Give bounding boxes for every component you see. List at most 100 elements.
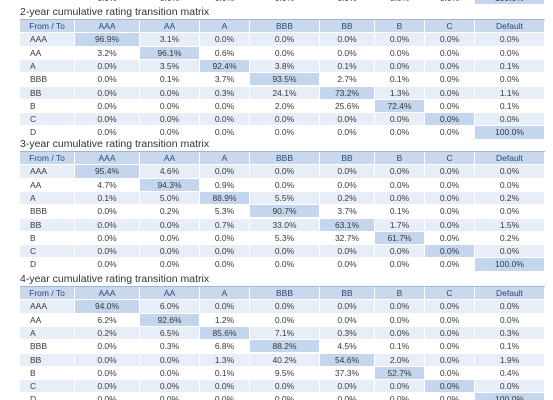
column-header: AAA xyxy=(75,287,140,301)
cell: 2.0% xyxy=(375,353,425,367)
cell: 100.0% xyxy=(475,126,545,140)
cell: 0.0% xyxy=(200,258,250,272)
cell: 0.0% xyxy=(75,393,140,400)
cell: 0.1% xyxy=(375,205,425,219)
column-header: A xyxy=(200,152,250,166)
cell: 100.0% xyxy=(475,393,545,400)
row-label: D xyxy=(20,126,75,140)
cell: 0.0% xyxy=(200,245,250,259)
cell: 1.3% xyxy=(200,353,250,367)
cell: 9.5% xyxy=(250,366,320,381)
table-title: 4-year cumulative rating transition matr… xyxy=(20,272,545,287)
cell: 61.7% xyxy=(375,231,425,246)
cell: 0.0% xyxy=(375,126,425,140)
cell: 0.0% xyxy=(425,99,475,114)
cell: 1.2% xyxy=(200,313,250,327)
column-header: BB xyxy=(320,152,375,166)
cell: 0.0% xyxy=(475,205,545,219)
cell: 40.2% xyxy=(250,353,320,367)
cell: 0.0% xyxy=(425,340,475,354)
cell: 0.0% xyxy=(475,245,545,259)
cell: 0.0% xyxy=(375,300,425,314)
cell: 0.0% xyxy=(375,326,425,341)
cell: 1.7% xyxy=(375,218,425,232)
cell: 0.0% xyxy=(140,258,200,272)
cell: 0.0% xyxy=(375,33,425,47)
cell: 0.0% xyxy=(140,245,200,259)
cell: 0.1% xyxy=(475,59,545,74)
column-header: BBB xyxy=(250,20,320,34)
row-label: AA xyxy=(20,46,75,60)
row-label: AAA xyxy=(20,33,75,47)
table-title: 3-year cumulative rating transition matr… xyxy=(20,137,545,152)
cell: 3.7% xyxy=(200,73,250,87)
cell: 0.0% xyxy=(375,0,425,5)
cell: 3.7% xyxy=(320,205,375,219)
row-label: C xyxy=(20,245,75,259)
row-label: AAA xyxy=(20,165,75,179)
column-header: A xyxy=(200,20,250,34)
cell: 0.9% xyxy=(200,178,250,192)
column-header: From / To xyxy=(20,287,75,301)
cell: 0.7% xyxy=(200,218,250,232)
cell: 0.0% xyxy=(320,380,375,394)
cell: 0.0% xyxy=(200,113,250,127)
cell: 0.0% xyxy=(425,231,475,246)
cell: 0.0% xyxy=(425,33,475,47)
cell: 0.3% xyxy=(320,326,375,341)
cell: 0.0% xyxy=(250,245,320,259)
row-label: BB xyxy=(20,353,75,367)
column-header: AAA xyxy=(75,20,140,34)
cell: 1.9% xyxy=(475,353,545,367)
cell: 3.2% xyxy=(75,46,140,60)
cell: 96.9% xyxy=(75,33,140,47)
cell: 0.0% xyxy=(425,258,475,272)
cell: 0.0% xyxy=(425,126,475,140)
cell: 24.1% xyxy=(250,86,320,100)
cell: 0.0% xyxy=(375,59,425,74)
cell: 0.0% xyxy=(75,258,140,272)
cell: 0.0% xyxy=(375,245,425,259)
cell: 0.0% xyxy=(475,165,545,179)
cell: 6.5% xyxy=(140,326,200,341)
cell: 0.0% xyxy=(250,165,320,179)
cell: 0.0% xyxy=(75,218,140,232)
cell: 4.5% xyxy=(320,340,375,354)
cell: 0.0% xyxy=(475,380,545,394)
cell: 0.0% xyxy=(200,0,250,5)
cell: 7.1% xyxy=(250,326,320,341)
cell: 0.0% xyxy=(75,353,140,367)
cell: 93.5% xyxy=(250,73,320,87)
cell: 0.1% xyxy=(375,73,425,87)
cell: 96.1% xyxy=(140,46,200,60)
cell: 0.0% xyxy=(250,380,320,394)
column-header: Default xyxy=(475,20,545,34)
column-header: Default xyxy=(475,152,545,166)
cell: 0.0% xyxy=(375,178,425,192)
cell: 0.0% xyxy=(475,73,545,87)
cell: 0.0% xyxy=(475,33,545,47)
row-label: AAA xyxy=(20,300,75,314)
cell: 0.0% xyxy=(75,126,140,140)
cell: 54.6% xyxy=(320,353,375,367)
row-label: A xyxy=(20,191,75,206)
cell: 88.2% xyxy=(250,340,320,354)
cell: 0.0% xyxy=(250,393,320,400)
cell: 0.0% xyxy=(425,86,475,100)
cell: 0.0% xyxy=(425,59,475,74)
cell: 0.0% xyxy=(425,165,475,179)
cell: 3.8% xyxy=(250,59,320,74)
table-title: 2-year cumulative rating transition matr… xyxy=(20,5,545,20)
cell: 0.1% xyxy=(200,366,250,381)
cell: 3.5% xyxy=(140,59,200,74)
column-header: B xyxy=(375,20,425,34)
cell: 0.0% xyxy=(425,380,475,394)
cell: 0.1% xyxy=(75,191,140,206)
column-header: BBB xyxy=(250,287,320,301)
cell: 0.0% xyxy=(425,353,475,367)
cell: 0.0% xyxy=(75,73,140,87)
cell: 0.1% xyxy=(475,99,545,114)
cell: 0.0% xyxy=(375,393,425,400)
cell: 33.0% xyxy=(250,218,320,232)
